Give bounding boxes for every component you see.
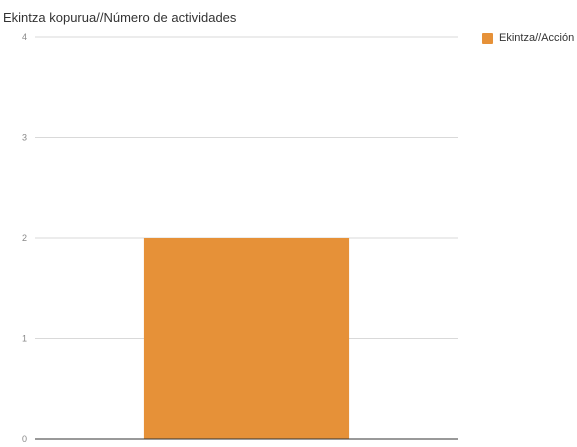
- legend-swatch: [482, 32, 493, 44]
- y-tick-label: 3: [22, 133, 27, 143]
- legend: Ekintza//Acción: [482, 32, 574, 44]
- y-tick-label: 0: [22, 434, 27, 444]
- y-axis-ticks: 0 1 2 3 4: [22, 32, 27, 444]
- y-tick-label: 4: [22, 32, 27, 42]
- bars: [143, 238, 350, 439]
- bar: [143, 238, 350, 439]
- y-tick-label: 2: [22, 233, 27, 243]
- legend-label: Ekintza//Acción: [499, 32, 575, 44]
- y-tick-label: 1: [22, 334, 27, 344]
- chart-title: Ekintza kopurua//Número de actividades: [3, 10, 237, 25]
